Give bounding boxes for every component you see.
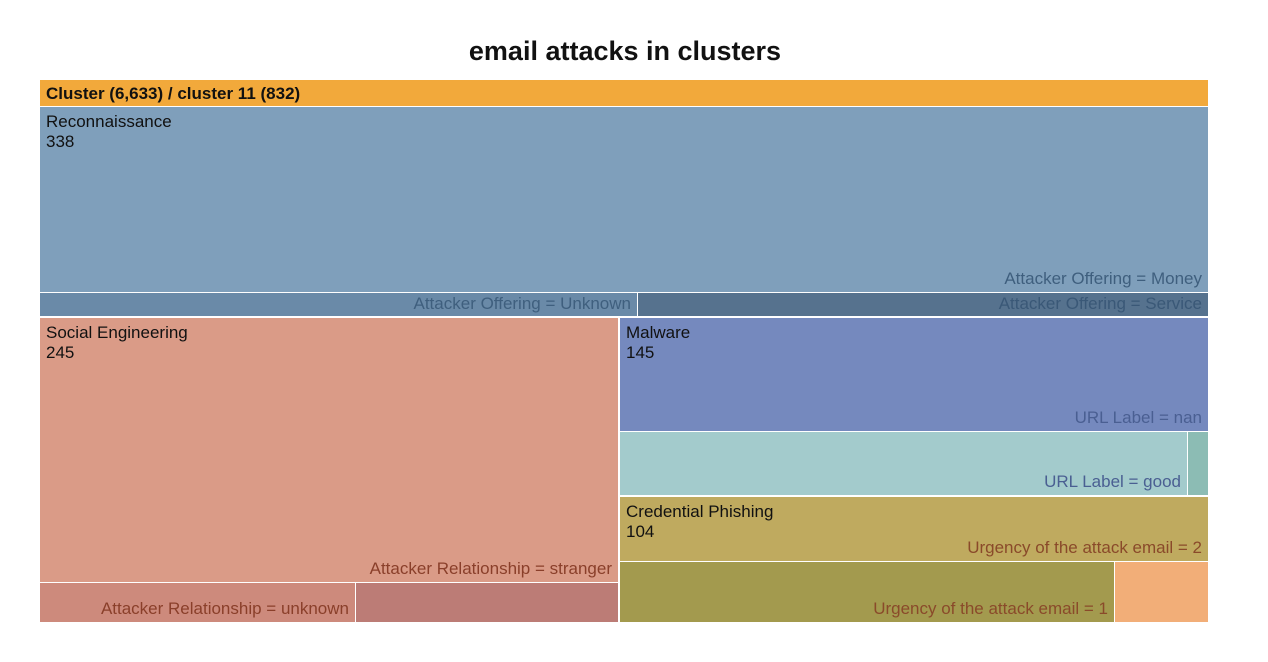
tile-reconnaissance-name: Reconnaissance bbox=[46, 112, 172, 131]
tile-credential-phishing-urgency-1[interactable]: Urgency of the attack email = 1 bbox=[620, 562, 1114, 622]
tile-credential-phishing-urgency-2[interactable]: Credential Phishing 104 Urgency of the a… bbox=[620, 497, 1208, 561]
leaf-label-attacker-offering-unknown: Attacker Offering = Unknown bbox=[413, 294, 632, 313]
tile-social-engineering-name: Social Engineering bbox=[46, 323, 188, 342]
leaf-label-urgency-2: Urgency of the attack email = 2 bbox=[967, 538, 1202, 557]
root-header-label: Cluster (6,633) / cluster 11 (832) bbox=[46, 84, 301, 103]
tile-credential-phishing-name: Credential Phishing bbox=[626, 502, 774, 521]
tile-reconnaissance-money[interactable]: Reconnaissance 338 Attacker Offering = M… bbox=[40, 107, 1208, 292]
leaf-label-url-label-nan: URL Label = nan bbox=[1074, 408, 1202, 427]
leaf-label-attacker-offering-service: Attacker Offering = Service bbox=[998, 294, 1202, 313]
tile-social-engineering-other[interactable] bbox=[356, 583, 618, 622]
tile-malware-other[interactable] bbox=[1188, 432, 1208, 495]
tile-social-engineering-value: 245 bbox=[46, 343, 75, 362]
tile-social-engineering-unknown[interactable]: Attacker Relationship = unknown bbox=[40, 583, 355, 622]
tile-reconnaissance-unknown[interactable]: Attacker Offering = Unknown bbox=[40, 293, 637, 316]
root-header[interactable]: Cluster (6,633) / cluster 11 (832) bbox=[40, 80, 1208, 106]
leaf-label-attacker-relationship-unknown: Attacker Relationship = unknown bbox=[100, 599, 349, 618]
tile-reconnaissance-service[interactable]: Attacker Offering = Service bbox=[638, 293, 1208, 316]
leaf-label-attacker-relationship-stranger: Attacker Relationship = stranger bbox=[369, 559, 612, 578]
leaf-label-attacker-offering-money: Attacker Offering = Money bbox=[1004, 269, 1202, 288]
tile-malware-good[interactable]: URL Label = good bbox=[620, 432, 1187, 495]
leaf-label-url-label-good: URL Label = good bbox=[1044, 472, 1181, 491]
leaf-label-urgency-1: Urgency of the attack email = 1 bbox=[873, 599, 1108, 618]
tile-social-engineering-stranger[interactable]: Social Engineering 245 Attacker Relation… bbox=[40, 318, 618, 582]
tile-credential-phishing-value: 104 bbox=[626, 522, 655, 541]
tile-malware-nan[interactable]: Malware 145 URL Label = nan bbox=[620, 318, 1208, 431]
tile-malware-name: Malware bbox=[626, 323, 691, 342]
tile-reconnaissance-value: 338 bbox=[46, 132, 75, 151]
chart-title: email attacks in clusters bbox=[468, 36, 782, 66]
tile-malware-value: 145 bbox=[626, 343, 655, 362]
tile-credential-phishing-other[interactable] bbox=[1115, 562, 1208, 622]
